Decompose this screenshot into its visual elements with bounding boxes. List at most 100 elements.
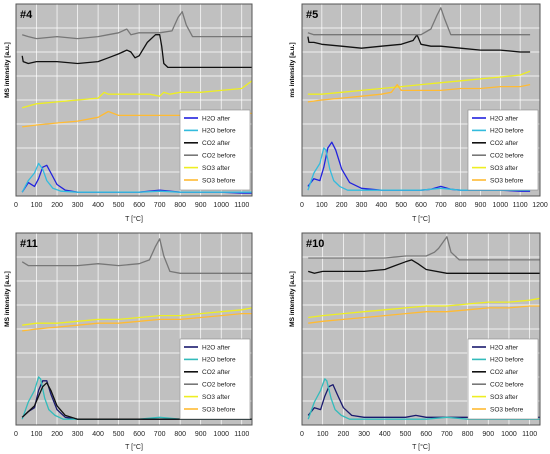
legend-entry: H2O before: [490, 128, 524, 135]
x-tick-label: 100: [31, 431, 43, 438]
legend-entry: H2O before: [490, 357, 524, 364]
series-line: [307, 34, 531, 53]
x-tick-label: 800: [455, 202, 467, 209]
legend-entry: SO3 before: [202, 406, 236, 413]
x-tick-label: 900: [482, 431, 494, 438]
x-tick-label: 100: [317, 431, 329, 438]
y-axis-label: MS intensity [a.u.]: [4, 42, 11, 98]
x-tick-label: 500: [395, 202, 407, 209]
x-tick-label: 700: [154, 431, 166, 438]
x-tick-label: 400: [92, 431, 104, 438]
series-line: [22, 11, 252, 40]
x-tick-label: 1200: [532, 202, 548, 209]
x-tick-label: 400: [92, 202, 104, 209]
x-tick-label: 0: [300, 202, 304, 209]
legend-entry: CO2 before: [490, 153, 524, 160]
legend-entry: SO3 after: [490, 394, 519, 401]
legend-entry: CO2 before: [202, 382, 236, 389]
series-line: [308, 305, 540, 324]
legend-box: [467, 109, 539, 191]
x-tick-label: 1100: [522, 431, 537, 438]
x-tick-label: 700: [441, 431, 453, 438]
x-tick-label: 200: [51, 431, 63, 438]
legend-entry: H2O after: [202, 344, 231, 351]
legend-box: [467, 338, 539, 420]
x-tick-label: 900: [195, 202, 207, 209]
x-tick-label: 1000: [501, 431, 517, 438]
x-tick-label: 700: [435, 202, 447, 209]
plot-border: [301, 3, 541, 197]
legend-entry: CO2 before: [202, 153, 236, 160]
x-tick-label: 300: [72, 431, 84, 438]
plot-border: [15, 232, 253, 426]
chart-panel: #5 ms intensity [a.u.] 0 100 200 300 400 500 600…: [289, 3, 548, 223]
legend-entry: H2O before: [202, 128, 236, 135]
series-line: [308, 297, 541, 319]
x-tick-label: 200: [51, 202, 63, 209]
legend-entry: CO2 after: [490, 369, 519, 376]
series-line: [21, 162, 252, 193]
y-axis-label: ms intensity [a.u.]: [289, 42, 296, 97]
x-tick-label: 600: [420, 431, 432, 438]
x-tick-label: 100: [31, 202, 43, 209]
series-line: [22, 307, 253, 326]
legend: H2O after H2O before CO2 after CO2 before SO…: [179, 338, 251, 420]
legend-entry: CO2 before: [490, 382, 524, 389]
legend-entry: SO3 before: [202, 177, 236, 184]
legend-entry: CO2 after: [202, 140, 231, 147]
series-line: [307, 7, 531, 36]
legend-entry: H2O after: [202, 115, 231, 122]
series-line: [21, 238, 252, 274]
x-axis-label: T [°C]: [125, 443, 143, 451]
x-tick-label: 0: [14, 202, 18, 209]
legend-entry: H2O after: [490, 344, 519, 351]
plot-border: [301, 232, 541, 426]
legend-entry: SO3 after: [202, 394, 231, 401]
legend-entry: H2O before: [202, 357, 236, 364]
x-tick-label: 300: [72, 202, 84, 209]
legend-entry: SO3 after: [490, 165, 519, 172]
x-tick-label: 600: [133, 431, 145, 438]
legend-entry: SO3 before: [490, 177, 524, 184]
legend-entry: CO2 after: [490, 140, 519, 147]
legend-entry: SO3 after: [202, 165, 231, 172]
x-tick-label: 200: [338, 431, 350, 438]
x-tick-label: 800: [174, 202, 186, 209]
x-tick-label: 800: [462, 431, 474, 438]
legend-entry: CO2 after: [202, 369, 231, 376]
chart-title: #10: [306, 238, 324, 250]
chart-title: #11: [20, 238, 38, 250]
x-tick-label: 0: [14, 431, 18, 438]
chart-panel: #11 MS intensity [a.u.] 0 100 200 300 400 500 60…: [4, 232, 253, 451]
chart-title: #4: [20, 9, 33, 21]
x-tick-label: 1000: [213, 431, 229, 438]
x-tick-label: 500: [400, 431, 412, 438]
x-axis-label: T [°C]: [125, 215, 143, 223]
x-tick-label: 900: [195, 431, 207, 438]
x-tick-label: 0: [300, 431, 304, 438]
x-tick-label: 600: [415, 202, 427, 209]
series-line: [308, 259, 540, 274]
x-tick-label: 1100: [234, 431, 249, 438]
legend-box: [179, 109, 251, 191]
plot-border: [15, 3, 253, 197]
x-axis-label: T [°C]: [412, 443, 430, 451]
x-tick-label: 800: [174, 431, 186, 438]
legend-entry: SO3 before: [490, 406, 524, 413]
legend-entry: H2O after: [490, 115, 519, 122]
x-tick-label: 1000: [493, 202, 509, 209]
x-tick-label: 900: [475, 202, 487, 209]
x-tick-label: 100: [316, 202, 328, 209]
series-line: [22, 80, 253, 109]
x-tick-label: 400: [379, 431, 391, 438]
series-line: [307, 83, 531, 103]
x-tick-label: 700: [154, 202, 166, 209]
x-tick-label: 1000: [213, 202, 229, 209]
x-tick-label: 200: [336, 202, 348, 209]
x-axis-label: T [°C]: [412, 215, 430, 223]
series-line: [308, 236, 540, 261]
legend: H2O after H2O before CO2 after CO2 before SO…: [179, 109, 251, 191]
x-tick-label: 500: [113, 431, 125, 438]
x-tick-label: 1100: [513, 202, 528, 209]
